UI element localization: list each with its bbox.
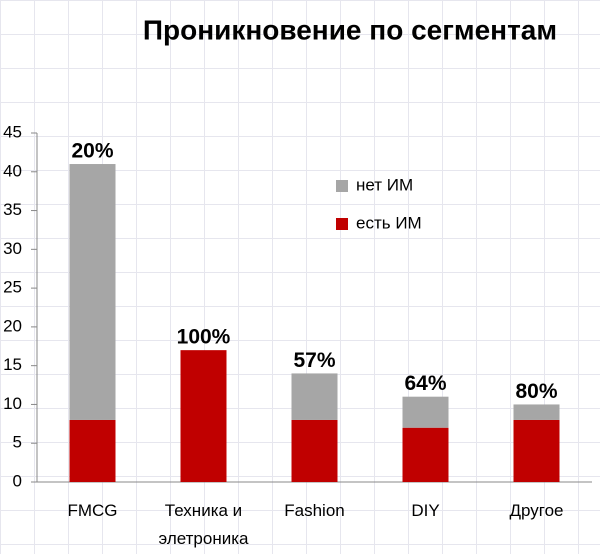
bar-segment: [291, 373, 338, 420]
share-label: 80%: [515, 380, 557, 403]
legend-swatch: [336, 180, 348, 192]
bar-segment: [402, 396, 449, 428]
share-label: 57%: [293, 349, 335, 372]
y-tick-label: 30: [3, 239, 22, 258]
legend-label: есть ИМ: [356, 213, 422, 232]
y-tick-label: 25: [3, 278, 22, 297]
share-label: 20%: [71, 140, 113, 163]
y-tick-label: 45: [3, 122, 22, 141]
x-tick-label: Техника и элетроника: [158, 501, 249, 548]
bar-segment: [180, 350, 227, 482]
y-tick-label: 15: [3, 355, 22, 374]
bar-segment: [513, 404, 560, 420]
bar-segment: [402, 427, 449, 482]
share-label: 64%: [404, 372, 446, 395]
legend-swatch: [336, 218, 348, 230]
bar-segment: [69, 164, 116, 420]
y-tick-label: 0: [13, 471, 22, 490]
bar-segment: [513, 419, 560, 482]
legend-label: нет ИМ: [356, 175, 413, 194]
bar-segment: [291, 419, 338, 482]
share-label: 100%: [177, 326, 231, 349]
y-tick-label: 40: [3, 161, 22, 180]
y-tick-label: 35: [3, 200, 22, 219]
y-tick-label: 20: [3, 316, 22, 335]
chart-title: Проникновение по сегментам: [143, 14, 557, 45]
x-tick-label: Fashion: [284, 501, 345, 520]
x-tick-label: FMCG: [67, 501, 118, 520]
bar-segment: [69, 419, 116, 482]
y-tick-label: 5: [13, 433, 22, 452]
y-tick-label: 10: [3, 394, 22, 413]
x-tick-label: DIY: [411, 501, 440, 520]
x-tick-label: Другое: [509, 501, 564, 520]
